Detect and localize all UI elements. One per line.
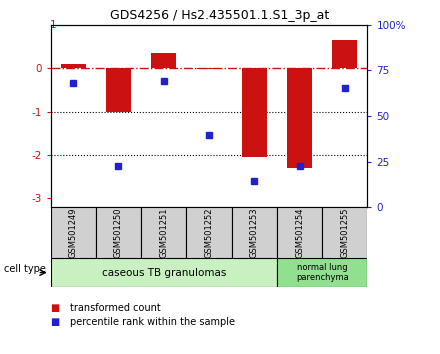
Text: normal lung
parenchyma: normal lung parenchyma [296,263,348,282]
Bar [187,207,231,258]
Bar [51,258,277,287]
Text: percentile rank within the sample: percentile rank within the sample [70,317,235,327]
Bar [277,258,367,287]
Text: cell type: cell type [4,264,46,274]
Bar [96,207,141,258]
Bar [242,68,267,157]
Text: GSM501253: GSM501253 [250,207,259,258]
Bar [277,207,322,258]
Bar [151,53,176,68]
Text: GDS4256 / Hs2.435501.1.S1_3p_at: GDS4256 / Hs2.435501.1.S1_3p_at [110,9,330,22]
Text: transformed count: transformed count [70,303,161,313]
Bar [61,64,86,68]
Text: caseous TB granulomas: caseous TB granulomas [102,268,226,278]
Text: GSM501254: GSM501254 [295,207,304,258]
Text: 1: 1 [49,20,56,30]
Text: ■: ■ [51,317,60,327]
Bar [332,40,357,68]
Bar [106,68,131,112]
Bar [51,207,96,258]
Bar [231,207,277,258]
Text: GSM501252: GSM501252 [205,207,213,258]
Bar [287,68,312,168]
Bar [197,68,221,69]
Text: ■: ■ [51,303,60,313]
Text: GSM501251: GSM501251 [159,207,168,258]
Bar [141,207,187,258]
Text: GSM501250: GSM501250 [114,207,123,258]
Text: GSM501249: GSM501249 [69,207,78,258]
Bar [322,207,367,258]
Text: GSM501255: GSM501255 [340,207,349,258]
